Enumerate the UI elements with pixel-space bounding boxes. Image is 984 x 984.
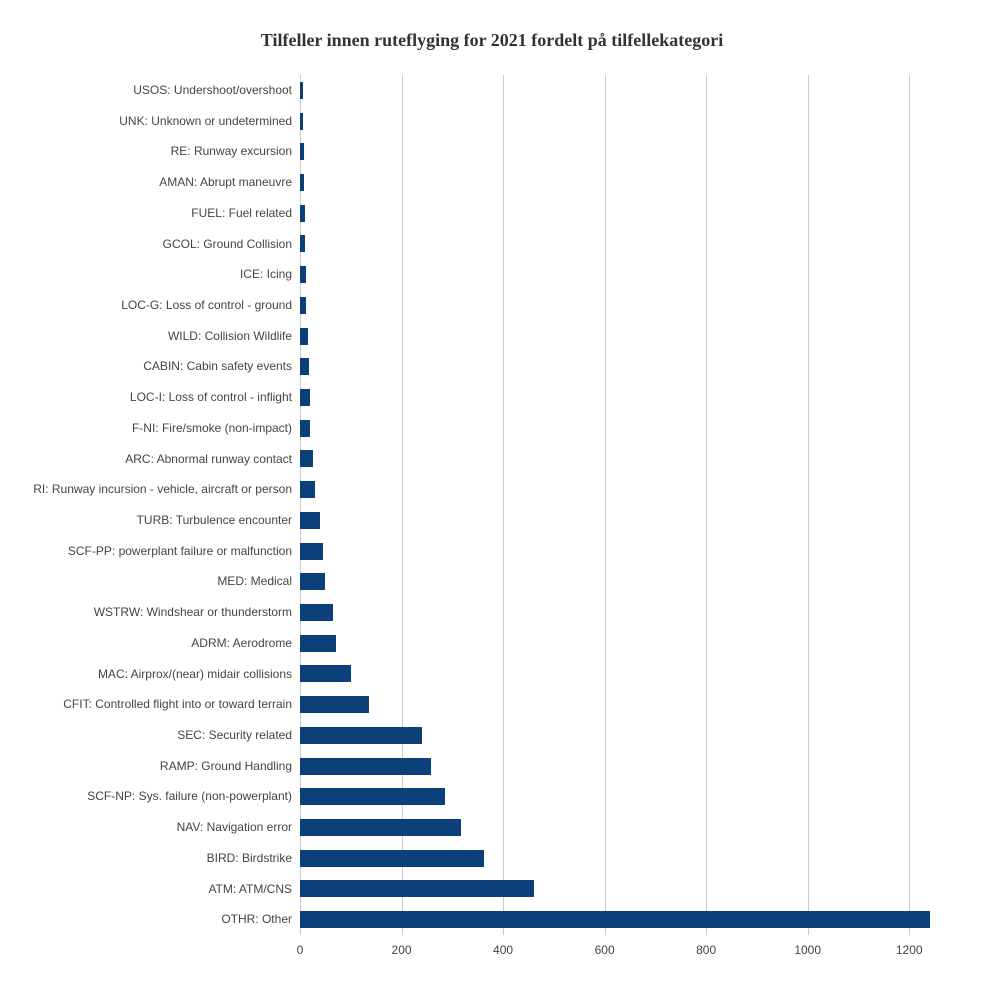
y-axis-label: USOS: Undershoot/overshoot: [133, 75, 292, 106]
bar: [300, 758, 431, 775]
y-axis-label: SCF-PP: powerplant failure or malfunctio…: [68, 536, 292, 567]
y-axis-label: AMAN: Abrupt maneuvre: [159, 167, 292, 198]
bar: [300, 788, 445, 805]
chart-title: Tilfeller innen ruteflyging for 2021 for…: [0, 30, 984, 51]
y-axis-label: CABIN: Cabin safety events: [143, 351, 292, 382]
bar: [300, 604, 333, 621]
y-axis-label: RI: Runway incursion - vehicle, aircraft…: [33, 474, 292, 505]
bar: [300, 420, 310, 437]
y-axis-label: F-NI: Fire/smoke (non-impact): [132, 413, 292, 444]
y-axis-label: WSTRW: Windshear or thunderstorm: [94, 597, 292, 628]
bar: [300, 727, 422, 744]
y-axis-label: RAMP: Ground Handling: [160, 751, 292, 782]
bar: [300, 82, 303, 99]
bar: [300, 328, 308, 345]
y-axis-label: RE: Runway excursion: [171, 136, 292, 167]
y-axis-label: MAC: Airprox/(near) midair collisions: [98, 659, 292, 690]
y-axis-label: ARC: Abnormal runway contact: [125, 444, 292, 475]
y-axis-label: SEC: Security related: [177, 720, 292, 751]
bar: [300, 266, 306, 283]
bar: [300, 880, 534, 897]
bar: [300, 113, 303, 130]
gridline: [503, 75, 504, 935]
x-axis-label: 1200: [896, 943, 923, 957]
y-axis-label: ADRM: Aerodrome: [191, 628, 292, 659]
bar: [300, 143, 304, 160]
y-axis-label: LOC-I: Loss of control - inflight: [130, 382, 292, 413]
bar: [300, 481, 315, 498]
bar: [300, 235, 305, 252]
gridline: [909, 75, 910, 935]
bar: [300, 635, 336, 652]
bar: [300, 911, 930, 928]
y-axis-label: MED: Medical: [217, 566, 292, 597]
y-axis-label: CFIT: Controlled flight into or toward t…: [63, 689, 292, 720]
y-axis-label: NAV: Navigation error: [177, 812, 292, 843]
y-axis-label: SCF-NP: Sys. failure (non-powerplant): [87, 781, 292, 812]
bar: [300, 512, 320, 529]
x-axis-label: 200: [392, 943, 412, 957]
bar: [300, 696, 369, 713]
bar: [300, 205, 305, 222]
y-axis-label: TURB: Turbulence encounter: [137, 505, 292, 536]
gridline: [808, 75, 809, 935]
bar: [300, 665, 351, 682]
y-axis-label: WILD: Collision Wildlife: [168, 321, 292, 352]
x-axis-label: 400: [493, 943, 513, 957]
bar: [300, 174, 304, 191]
bar: [300, 819, 461, 836]
bar: [300, 850, 484, 867]
bar: [300, 389, 310, 406]
bar: [300, 297, 306, 314]
y-axis-label: ICE: Icing: [240, 259, 292, 290]
bar: [300, 573, 325, 590]
x-axis-label: 0: [297, 943, 304, 957]
bar: [300, 450, 313, 467]
x-axis-label: 1000: [794, 943, 821, 957]
bar: [300, 543, 323, 560]
y-axis-label: ATM: ATM/CNS: [208, 874, 292, 905]
y-axis-label: GCOL: Ground Collision: [163, 229, 292, 260]
bar: [300, 358, 309, 375]
x-axis-label: 800: [696, 943, 716, 957]
y-axis-label: BIRD: Birdstrike: [207, 843, 292, 874]
y-axis-label: LOC-G: Loss of control - ground: [121, 290, 292, 321]
gridline: [402, 75, 403, 935]
gridline: [706, 75, 707, 935]
plot-area: 020040060080010001200: [300, 75, 960, 935]
x-axis-label: 600: [595, 943, 615, 957]
y-axis-label: UNK: Unknown or undetermined: [119, 106, 292, 137]
y-axis-label: FUEL: Fuel related: [191, 198, 292, 229]
chart-container: Tilfeller innen ruteflyging for 2021 for…: [0, 0, 984, 984]
y-axis-label: OTHR: Other: [221, 904, 292, 935]
gridline: [605, 75, 606, 935]
